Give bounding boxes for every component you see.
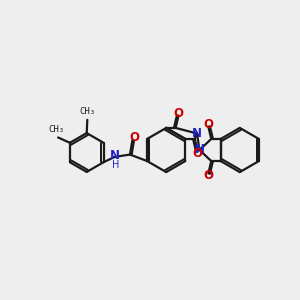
Text: N: N [194,143,205,157]
Text: N: N [110,149,119,162]
Text: O: O [203,118,213,131]
Text: H: H [112,160,119,170]
Text: O: O [174,107,184,120]
Text: CH₃: CH₃ [48,125,64,134]
Text: O: O [193,147,203,160]
Text: O: O [129,131,139,144]
Text: CH₃: CH₃ [79,107,95,116]
Text: N: N [192,127,202,140]
Text: O: O [203,169,213,182]
